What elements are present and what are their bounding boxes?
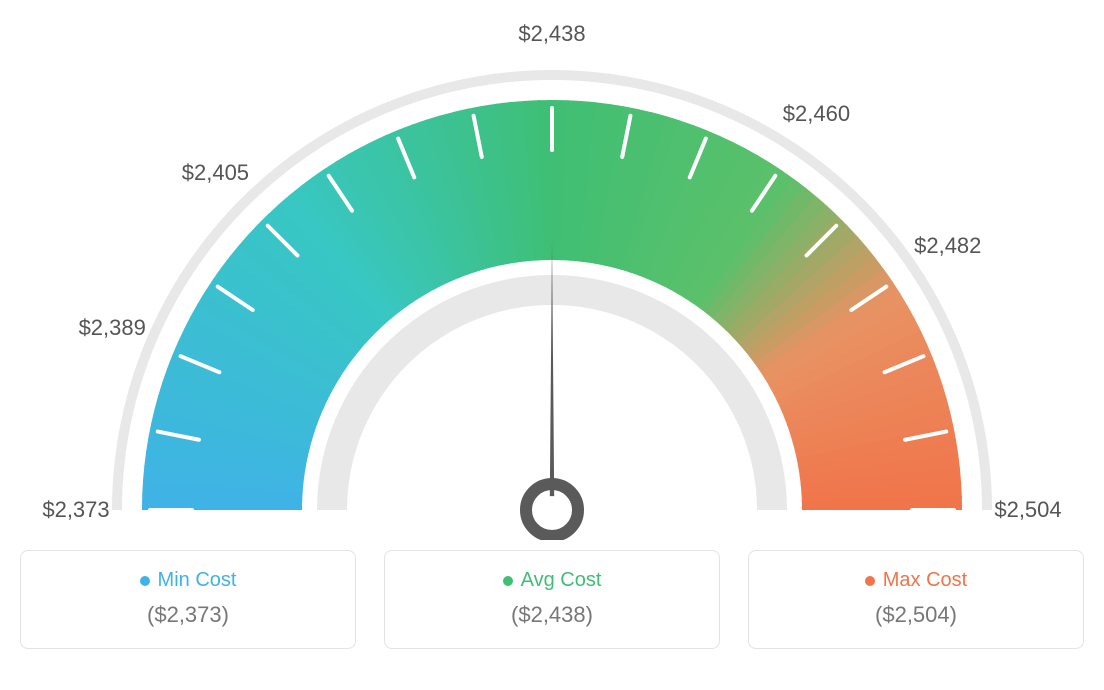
- avg-cost-value: ($2,438): [395, 602, 709, 628]
- max-cost-card: Max Cost ($2,504): [748, 550, 1084, 649]
- gauge-tick-label: $2,504: [994, 497, 1061, 523]
- gauge-chart: $2,373 $2,389 $2,405 $2,438 $2,460 $2,482 $2,5…: [20, 20, 1084, 540]
- avg-cost-title-text: Avg Cost: [521, 569, 602, 592]
- min-cost-card: Min Cost ($2,373): [20, 550, 356, 649]
- gauge-tick-label: $2,405: [182, 160, 249, 186]
- max-cost-title: Max Cost: [865, 569, 967, 592]
- gauge-tick-label: $2,438: [518, 21, 585, 47]
- gauge-tick-label: $2,482: [914, 233, 981, 259]
- avg-cost-card: Avg Cost ($2,438): [384, 550, 720, 649]
- max-cost-title-text: Max Cost: [883, 569, 967, 592]
- gauge-svg: [20, 20, 1084, 540]
- dot-icon: [865, 576, 875, 586]
- summary-cards: Min Cost ($2,373) Avg Cost ($2,438) Max …: [20, 550, 1084, 649]
- gauge-tick-label: $2,389: [79, 315, 146, 341]
- min-cost-title-text: Min Cost: [158, 569, 237, 592]
- gauge-tick-label: $2,373: [42, 497, 109, 523]
- gauge-tick-label: $2,460: [783, 101, 850, 127]
- dot-icon: [503, 576, 513, 586]
- min-cost-value: ($2,373): [31, 602, 345, 628]
- max-cost-value: ($2,504): [759, 602, 1073, 628]
- avg-cost-title: Avg Cost: [503, 569, 602, 592]
- dot-icon: [140, 576, 150, 586]
- min-cost-title: Min Cost: [140, 569, 237, 592]
